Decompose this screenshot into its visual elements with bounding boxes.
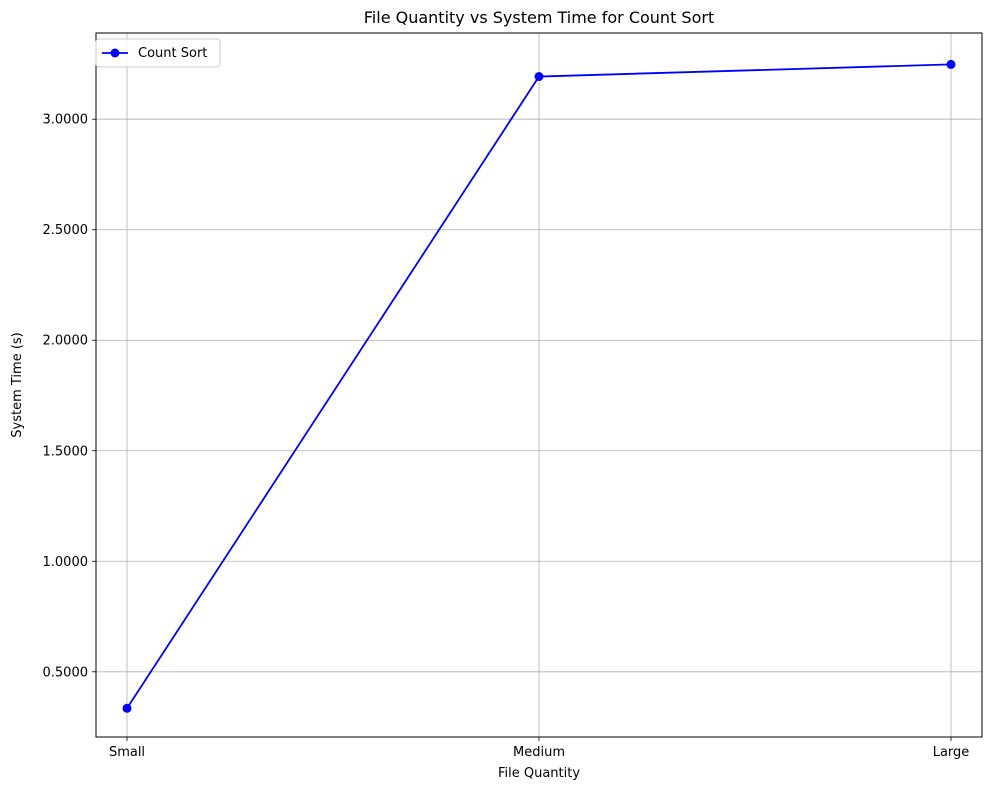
chart-title: File Quantity vs System Time for Count S… <box>364 8 714 27</box>
legend-label-count-sort: Count Sort <box>138 46 207 61</box>
y-tick-label: 3.0000 <box>43 113 89 128</box>
data-point-large <box>946 59 956 69</box>
y-tick-label: 1.0000 <box>43 555 89 570</box>
y-tick-label: 2.5000 <box>43 223 89 238</box>
legend: Count Sort <box>95 38 221 68</box>
data-point-medium <box>534 72 544 82</box>
y-axis-label: System Time (s) <box>10 332 25 437</box>
grid <box>96 33 982 737</box>
x-axis-label: File Quantity <box>498 766 580 781</box>
legend-marker-swatch <box>110 48 120 58</box>
x-tick-label-large: Large <box>933 745 970 760</box>
y-tick-label: 0.5000 <box>43 665 89 680</box>
y-tick-label: 2.0000 <box>43 334 89 349</box>
x-tick-label-medium: Medium <box>513 745 565 760</box>
axis-ticks: Small Medium Large 0.5000 1.0000 1.5000 2.0000… <box>43 113 970 760</box>
y-tick-label: 1.5000 <box>43 444 89 459</box>
legend-box <box>95 38 221 68</box>
series-layer <box>122 59 956 713</box>
x-tick-label-small: Small <box>109 745 145 760</box>
data-point-small <box>122 703 132 713</box>
